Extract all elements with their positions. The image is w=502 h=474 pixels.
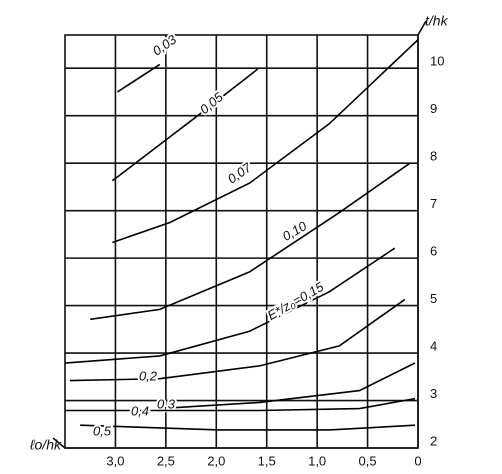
x-tick-label: 0,5 (359, 453, 377, 468)
y-tick-label: 7 (430, 196, 437, 211)
y-tick-label: 6 (430, 244, 437, 259)
x-tick-label: 0 (414, 453, 421, 468)
y-tick-label: 10 (430, 54, 444, 69)
axis-line (52, 437, 66, 449)
curve (65, 397, 416, 412)
axis-line (417, 20, 427, 36)
curve (111, 68, 259, 182)
curve-label: 0,5 (93, 423, 112, 438)
x-tick-label: 3,0 (106, 453, 124, 468)
y-tick-label: 2 (430, 433, 437, 448)
x-tick-label: 1,5 (258, 453, 276, 468)
x-tick-label: 1,0 (308, 453, 326, 468)
curve-label: 0,3 (157, 396, 176, 411)
x-tick-label: 2,5 (157, 453, 175, 468)
curve (64, 247, 396, 364)
curve (70, 298, 406, 382)
curve (80, 424, 416, 431)
plot-frame (64, 34, 419, 449)
curve (159, 362, 416, 410)
y-tick-label: 3 (430, 386, 437, 401)
x-tick-label: 2,0 (207, 453, 225, 468)
y-axis-label: t/hk (425, 13, 449, 29)
x-axis-label: ℓo/hk (29, 437, 62, 453)
curve-label: 0,2 (139, 368, 158, 383)
curve (90, 162, 411, 321)
y-tick-label: 9 (430, 101, 437, 116)
curve-label: 0,4 (131, 403, 149, 418)
y-tick-label: 4 (430, 338, 437, 353)
curve-label: 0,10 (280, 218, 310, 244)
y-tick-label: 5 (430, 291, 437, 306)
curve (117, 63, 161, 93)
curve (112, 39, 419, 244)
y-tick-label: 8 (430, 149, 437, 164)
